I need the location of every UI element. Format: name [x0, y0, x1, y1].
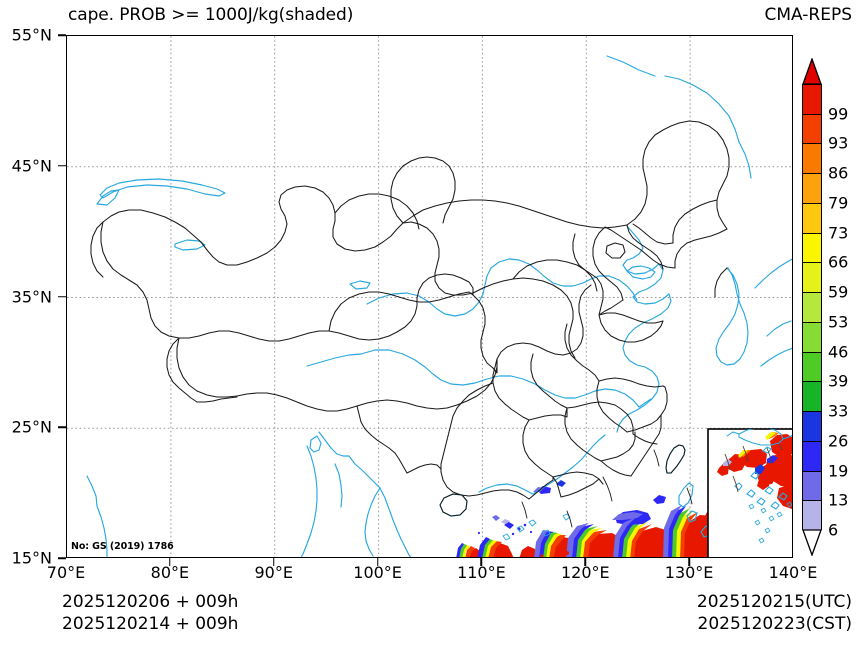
colorbar-segment	[803, 203, 821, 234]
colorbar-tick-label: 99	[828, 104, 849, 124]
colorbar-tick-label: 26	[828, 431, 849, 451]
x-tick-label: 120°E	[560, 563, 610, 582]
y-tick-mark	[58, 34, 66, 36]
x-tick-mark	[480, 558, 483, 566]
colorbar-segment	[803, 412, 821, 442]
colorbar-tick-label: 66	[828, 252, 849, 272]
x-tick-mark	[376, 558, 379, 566]
colorbar-tick-label: 73	[828, 223, 849, 243]
probability-shading	[456, 476, 748, 557]
colorbar-segment	[803, 501, 821, 531]
colorbar-segment	[803, 322, 821, 353]
inset-panel	[707, 428, 792, 557]
colorbar-max-arrow	[802, 58, 822, 85]
colorbar-min-arrow	[802, 529, 822, 556]
colorbar-segment	[803, 174, 821, 204]
x-tick-label: 100°E	[353, 563, 402, 582]
map-attribution: No: GS (2019) 1786	[71, 541, 174, 552]
y-tick-label: 55°N	[11, 25, 52, 45]
colorbar-segment	[803, 263, 821, 294]
colorbar-segment	[803, 144, 821, 175]
x-tick-mark	[169, 558, 171, 566]
x-tick-label: 90°E	[254, 563, 293, 582]
graticule	[67, 36, 792, 557]
colorbar-tick-label: 46	[828, 342, 849, 362]
colorbar-tick-label: 53	[828, 312, 849, 332]
y-tick-mark	[58, 295, 66, 298]
colorbar-tick-label: 6	[828, 520, 839, 540]
footer-init-utc: 2025120206 + 009h	[62, 592, 239, 612]
x-tick-label: 140°E	[768, 563, 818, 582]
footer-valid-cst: 2025120223(CST)	[697, 614, 852, 634]
coastlines	[86, 55, 792, 557]
colorbar: 99 93 86 79 73 66 59 53 46 39 33 26 19 13 6	[802, 58, 848, 556]
colorbar-segment	[803, 471, 821, 502]
y-tick-label: 45°N	[11, 156, 52, 176]
colorbar-segment	[803, 382, 821, 413]
colorbar-tick-label: 39	[828, 371, 849, 391]
x-tick-mark	[688, 558, 690, 566]
map-plot-area: No: GS (2019) 1786	[66, 35, 793, 558]
footer-valid-utc: 2025120215(UTC)	[696, 592, 852, 612]
x-tick-label: 110°E	[457, 563, 506, 582]
map-canvas	[67, 36, 792, 557]
y-tick-label: 15°N	[11, 548, 52, 568]
x-tick-label: 80°E	[150, 563, 190, 582]
x-tick-label: 70°E	[46, 563, 86, 582]
y-tick-mark	[58, 557, 66, 559]
colorbar-tick-label: 13	[828, 490, 849, 510]
y-tick-mark	[58, 426, 66, 429]
y-tick-label: 25°N	[11, 417, 52, 437]
colorbar-scale	[802, 84, 822, 531]
footer-init-cst: 2025120214 + 009h	[62, 614, 239, 634]
colorbar-tick-label: 86	[828, 163, 849, 183]
colorbar-tick-label: 59	[828, 282, 849, 302]
x-tick-mark	[584, 558, 587, 566]
colorbar-segment	[803, 85, 821, 115]
map-vector-layer	[67, 36, 792, 557]
colorbar-tick-label: 93	[828, 133, 849, 153]
y-tick-mark	[58, 165, 66, 167]
colorbar-segment	[803, 441, 821, 472]
colorbar-tick-label: 19	[828, 461, 849, 481]
colorbar-segment	[803, 293, 821, 323]
colorbar-tick-label: 33	[828, 401, 849, 421]
x-tick-label: 130°E	[664, 563, 714, 582]
colorbar-tick-label: 79	[828, 193, 849, 213]
y-tick-label: 35°N	[11, 287, 52, 306]
colorbar-segment	[803, 114, 821, 145]
x-tick-mark	[272, 558, 275, 566]
model-label: CMA-REPS	[764, 5, 852, 25]
colorbar-segment	[803, 352, 821, 383]
administrative-borders	[90, 120, 730, 528]
page-title: cape. PROB >= 1000J/kg(shaded)	[68, 5, 354, 25]
colorbar-segment	[803, 233, 821, 264]
